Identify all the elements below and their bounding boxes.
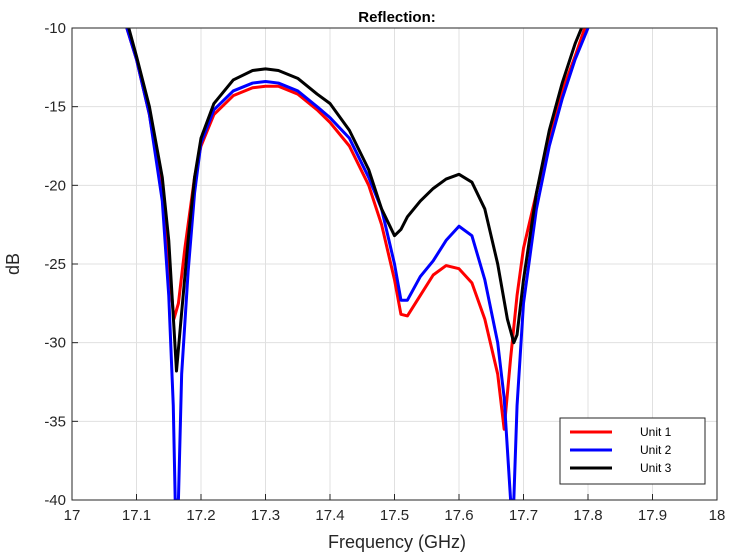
x-tick-label: 17.8 <box>573 507 602 524</box>
x-axis-label: Frequency (GHz) <box>328 532 466 552</box>
y-tick-label: -15 <box>44 99 66 116</box>
x-tick-label: 17.3 <box>251 507 280 524</box>
y-axis-ticks: -40 -35 -30 -25 -20 -15 -10 <box>44 20 78 509</box>
x-tick-label: 17 <box>64 507 81 524</box>
y-tick-label: -25 <box>44 256 66 273</box>
chart-title: Reflection: <box>358 9 436 26</box>
x-tick-label: 17.9 <box>638 507 667 524</box>
y-tick-label: -40 <box>44 492 66 509</box>
x-tick-label: 17.6 <box>444 507 473 524</box>
x-tick-label: 17.1 <box>122 507 151 524</box>
legend-label-unit-2: Unit 2 <box>640 443 672 457</box>
x-tick-label: 18 <box>709 507 726 524</box>
series-line-unit-3 <box>127 28 583 373</box>
y-tick-label: -35 <box>44 413 66 430</box>
series-line-unit-1 <box>125 28 587 431</box>
x-axis-ticks: 17 17.1 17.2 17.3 17.4 17.5 17.6 17.7 17.8 17.9 18 <box>64 494 726 524</box>
y-tick-label: -20 <box>44 177 66 194</box>
y-axis-label: dB <box>3 253 23 275</box>
y-tick-label: -10 <box>44 20 66 37</box>
legend-label-unit-1: Unit 1 <box>640 425 672 439</box>
legend-label-unit-3: Unit 3 <box>640 461 672 475</box>
x-tick-label: 17.5 <box>380 507 409 524</box>
x-tick-label: 17.2 <box>186 507 215 524</box>
x-tick-label: 17.7 <box>509 507 538 524</box>
legend: Unit 1 Unit 2 Unit 3 <box>559 417 706 485</box>
y-tick-label: -30 <box>44 335 66 352</box>
x-tick-label: 17.4 <box>315 507 344 524</box>
plot-lines <box>125 28 590 500</box>
series-line-unit-2 <box>125 28 590 500</box>
